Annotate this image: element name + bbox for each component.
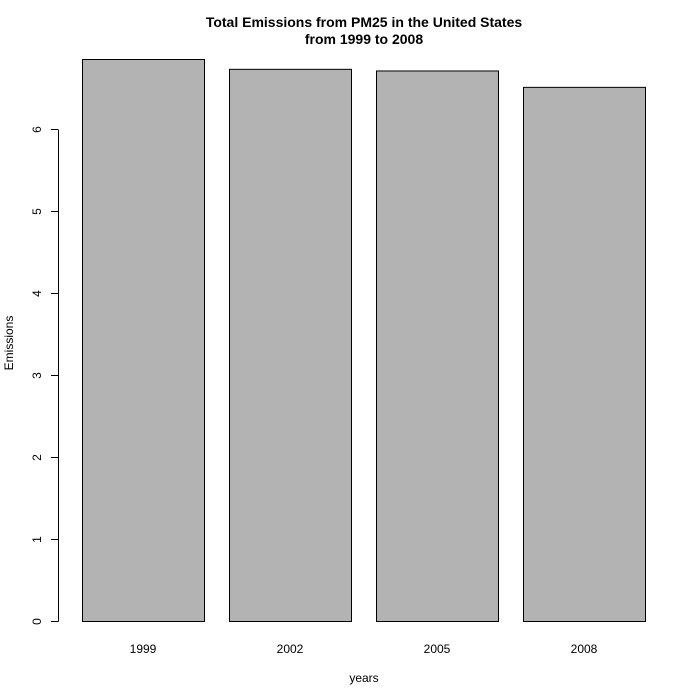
x-tick-label: 2008 — [571, 642, 598, 656]
bar-2002 — [229, 68, 352, 622]
x-tick-label: 1999 — [130, 642, 157, 656]
chart-title: Total Emissions from PM25 in the United … — [206, 14, 523, 30]
bars-group — [82, 59, 646, 623]
bar-1999 — [82, 59, 205, 622]
y-tick-label: 3 — [30, 372, 44, 379]
chart-subtitle: from 1999 to 2008 — [305, 31, 423, 47]
x-tick-label: 2002 — [277, 642, 304, 656]
y-tick-label: 1 — [30, 536, 44, 543]
y-tick-label: 4 — [30, 290, 44, 297]
x-tick-label: 2005 — [424, 642, 451, 656]
y-axis-title: Emissions — [2, 316, 16, 371]
bar-2008 — [523, 86, 646, 622]
y-tick-label: 2 — [30, 454, 44, 461]
y-tick-label: 0 — [30, 618, 44, 625]
bar-2005 — [376, 70, 499, 623]
y-axis: 0 1 2 3 4 5 6 — [30, 126, 59, 625]
x-axis-labels: 1999 2002 2005 2008 — [130, 642, 598, 656]
x-axis-title: years — [349, 671, 378, 685]
y-tick-label: 6 — [30, 126, 44, 133]
y-tick-label: 5 — [30, 208, 44, 215]
